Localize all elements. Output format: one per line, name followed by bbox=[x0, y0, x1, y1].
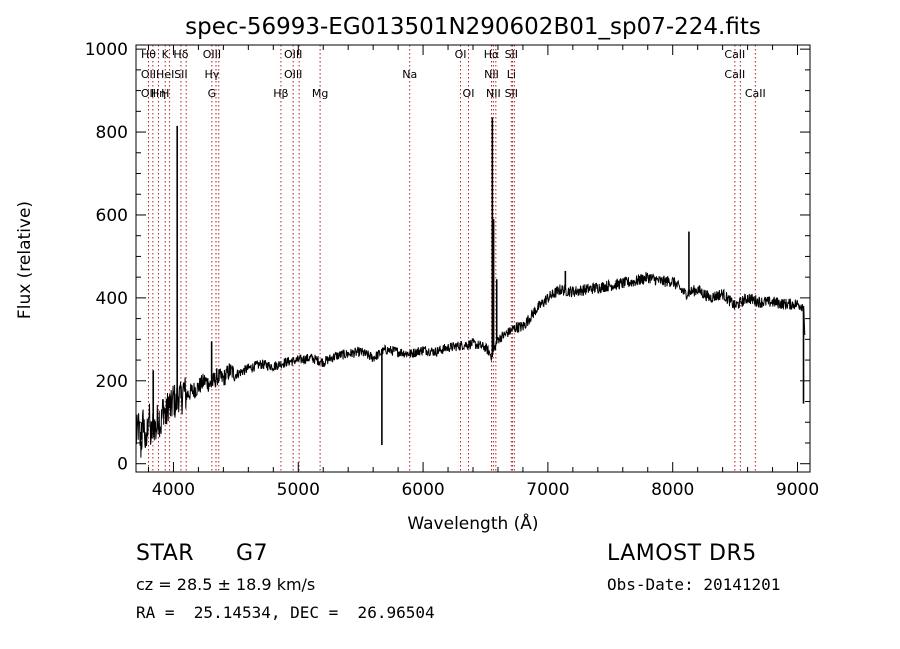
x-tick-label: 7000 bbox=[526, 480, 569, 500]
y-tick-label: 600 bbox=[96, 206, 128, 226]
plot-frame bbox=[135, 44, 811, 473]
line-label: Hα bbox=[484, 48, 500, 61]
x-axis: 4000 5000 6000 7000 8000 9000 bbox=[147, 45, 819, 500]
line-label: OIII bbox=[284, 48, 302, 61]
ra-dec-coordinates: RA = 25.14534, DEC = 26.96504 bbox=[136, 603, 435, 622]
y-axis: 0 200 400 600 800 1000 bbox=[85, 40, 810, 475]
x-tick-label: 5000 bbox=[277, 480, 320, 500]
line-label: Hδ bbox=[173, 48, 188, 61]
x-tick-label: 4000 bbox=[152, 480, 195, 500]
line-label: OII bbox=[141, 68, 156, 81]
line-label: OI bbox=[455, 48, 467, 61]
object-class: STAR bbox=[136, 541, 195, 566]
line-label: OII bbox=[141, 87, 156, 100]
line-label: NII bbox=[486, 87, 501, 100]
line-label: OIII bbox=[203, 48, 221, 61]
y-tick-label: 800 bbox=[96, 123, 128, 143]
line-label: Hβ bbox=[273, 87, 288, 100]
line-label: CaII bbox=[724, 48, 745, 61]
x-axis-label: Wavelength (Å) bbox=[407, 512, 538, 534]
spectrum-layer bbox=[135, 117, 806, 458]
line-label: SII bbox=[505, 87, 518, 100]
line-label: H bbox=[161, 87, 169, 100]
line-label: Hγ bbox=[204, 68, 219, 81]
emission-line-markers bbox=[147, 45, 756, 472]
line-label: HeI bbox=[156, 68, 174, 81]
line-label: Na bbox=[402, 68, 417, 81]
line-label: Hθ bbox=[141, 48, 156, 61]
redshift-cz: cz = 28.5 ± 18.9 km/s bbox=[136, 575, 316, 594]
observation-date: Obs-Date: 20141201 bbox=[607, 575, 781, 594]
x-tick-label: 6000 bbox=[401, 480, 444, 500]
line-label: CaII bbox=[745, 87, 766, 100]
line-label: Hη bbox=[151, 87, 166, 100]
line-label: Mg bbox=[312, 87, 328, 100]
y-tick-label: 200 bbox=[96, 372, 128, 392]
y-axis-label: Flux (relative) bbox=[15, 201, 35, 319]
line-label: OI bbox=[463, 87, 475, 100]
x-tick-label: 8000 bbox=[651, 480, 694, 500]
survey-name: LAMOST DR5 bbox=[607, 541, 757, 566]
y-tick-label: 1000 bbox=[85, 40, 128, 60]
line-label: Li bbox=[507, 68, 516, 81]
line-label: CaII bbox=[724, 68, 745, 81]
y-tick-label: 0 bbox=[117, 455, 128, 475]
chart-title: spec-56993-EG013501N290602B01_sp07-224.f… bbox=[185, 14, 761, 40]
line-label: SII bbox=[174, 68, 187, 81]
line-label: SII bbox=[505, 48, 518, 61]
x-tick-label: 9000 bbox=[776, 480, 819, 500]
spectrum-line bbox=[135, 271, 806, 458]
line-label: OIII bbox=[284, 68, 302, 81]
line-label: G bbox=[208, 87, 217, 100]
line-label: K bbox=[162, 48, 170, 61]
line-label: NII bbox=[484, 68, 499, 81]
y-tick-label: 400 bbox=[96, 289, 128, 309]
object-subclass: G7 bbox=[236, 541, 269, 566]
